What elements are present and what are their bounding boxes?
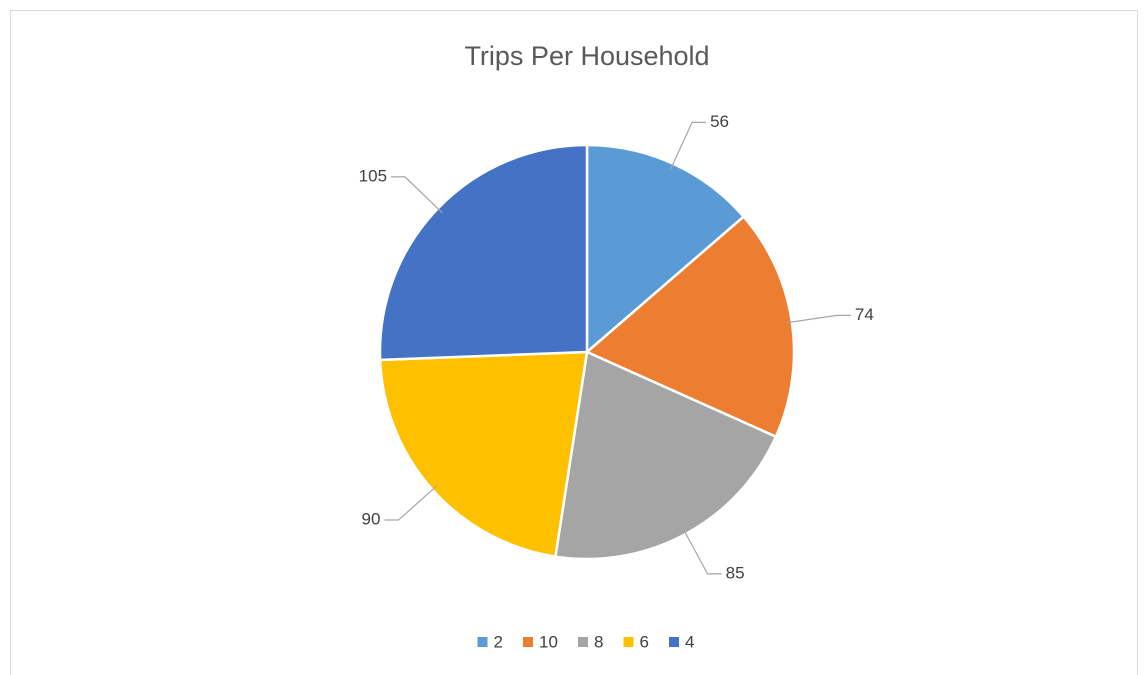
legend: 2 10 8 6 4	[477, 632, 694, 651]
data-label: 105	[359, 166, 387, 185]
data-label: 74	[855, 305, 874, 324]
leader-line	[384, 485, 438, 521]
chart-title: Trips Per Household	[464, 41, 709, 71]
leader-line	[682, 528, 722, 575]
legend-label: 8	[594, 632, 603, 651]
legend-swatch	[623, 637, 634, 647]
data-labels: 56 74 85 90 105	[359, 112, 874, 583]
data-label: 85	[726, 563, 745, 582]
leader-line	[785, 314, 851, 324]
legend-label: 10	[539, 632, 558, 651]
leader-line	[391, 176, 443, 214]
legend-label: 6	[640, 632, 649, 651]
legend-swatch	[477, 637, 488, 647]
pie	[378, 143, 796, 561]
data-label: 90	[362, 510, 381, 529]
legend-label: 4	[685, 632, 694, 651]
chart-border	[10, 10, 1138, 675]
legend-label: 2	[494, 632, 503, 651]
legend-swatch	[669, 637, 679, 647]
legend-swatch	[523, 637, 533, 647]
leader-line	[669, 121, 707, 170]
data-label: 56	[710, 112, 729, 131]
legend-swatch	[578, 637, 588, 647]
